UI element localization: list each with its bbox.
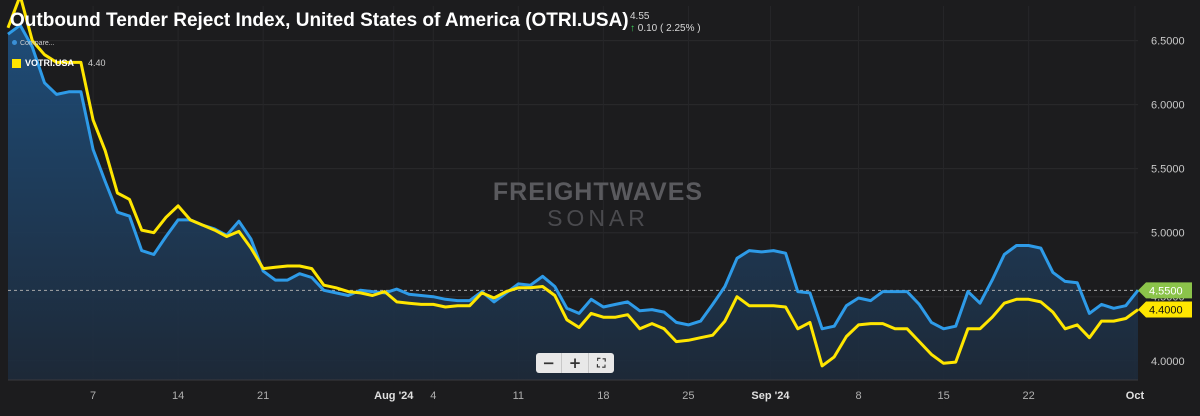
last-value-text: 4.5500 bbox=[1149, 285, 1183, 297]
legend-item-votri[interactable]: VOTRI.USA 4.40 bbox=[12, 58, 106, 68]
x-tick-label: Aug '24 bbox=[374, 390, 414, 402]
x-tick-label: 22 bbox=[1023, 390, 1035, 402]
last-value-text: 4.4000 bbox=[1149, 305, 1183, 317]
x-tick-label: 21 bbox=[257, 390, 269, 402]
chart-title: Outbound Tender Reject Index, United Sta… bbox=[10, 10, 629, 31]
current-price: 4.55 bbox=[630, 11, 650, 22]
x-tick-label: 4 bbox=[430, 390, 436, 402]
compare-dot-icon bbox=[12, 40, 17, 45]
x-tick-label: Oct bbox=[1126, 390, 1145, 402]
x-tick-label: Sep '24 bbox=[751, 390, 790, 402]
compare-button[interactable]: Compare... bbox=[12, 40, 55, 47]
y-tick-label: 5.5000 bbox=[1151, 164, 1185, 176]
last-value-tag bbox=[1138, 301, 1192, 318]
x-axis: 7 14 21 Aug '24 4 11 18 25 Sep '24 8 15 22 Oct bbox=[8, 379, 1145, 402]
zoom-in-button[interactable]: + bbox=[561, 353, 587, 373]
x-tick-label: 7 bbox=[90, 390, 96, 402]
watermark-line1: FREIGHTWAVES bbox=[493, 178, 703, 206]
x-tick-label: 8 bbox=[855, 390, 861, 402]
series-line-votri bbox=[6, 0, 1139, 368]
x-tick-label: 18 bbox=[597, 390, 609, 402]
x-tick-label: 11 bbox=[513, 390, 524, 402]
legend-value: 4.40 bbox=[88, 58, 106, 68]
legend-swatch bbox=[12, 58, 21, 68]
change-value: 0.10 ( 2.25% ) bbox=[637, 23, 701, 34]
otri-area bbox=[8, 25, 1138, 380]
up-arrow-icon: ↑ bbox=[630, 23, 635, 34]
watermark-line2: SONAR bbox=[547, 205, 649, 231]
compare-label: Compare... bbox=[20, 40, 55, 47]
legend-name: VOTRI.USA bbox=[25, 58, 75, 68]
y-tick-label: 6.0000 bbox=[1151, 100, 1185, 112]
last-value-tag bbox=[1138, 282, 1192, 299]
x-tick-label: 15 bbox=[937, 390, 949, 402]
x-tick-label: 14 bbox=[172, 390, 184, 402]
watermark: FREIGHTWAVES SONAR bbox=[493, 178, 703, 231]
zoom-out-button[interactable]: − bbox=[542, 354, 555, 372]
price-change: ↑ 0.10 ( 2.25% ) bbox=[630, 23, 701, 34]
y-tick-label: 6.5000 bbox=[1151, 36, 1185, 48]
last-value-labels: 4.5500 4.4000 bbox=[1138, 282, 1192, 318]
x-tick-label: 25 bbox=[682, 390, 694, 402]
y-tick-label: 4.0000 bbox=[1151, 356, 1185, 368]
fullscreen-button[interactable]: ⛶ bbox=[587, 353, 614, 373]
y-tick-label: 5.0000 bbox=[1151, 228, 1185, 240]
zoom-controls: − + ⛶ bbox=[536, 353, 614, 373]
